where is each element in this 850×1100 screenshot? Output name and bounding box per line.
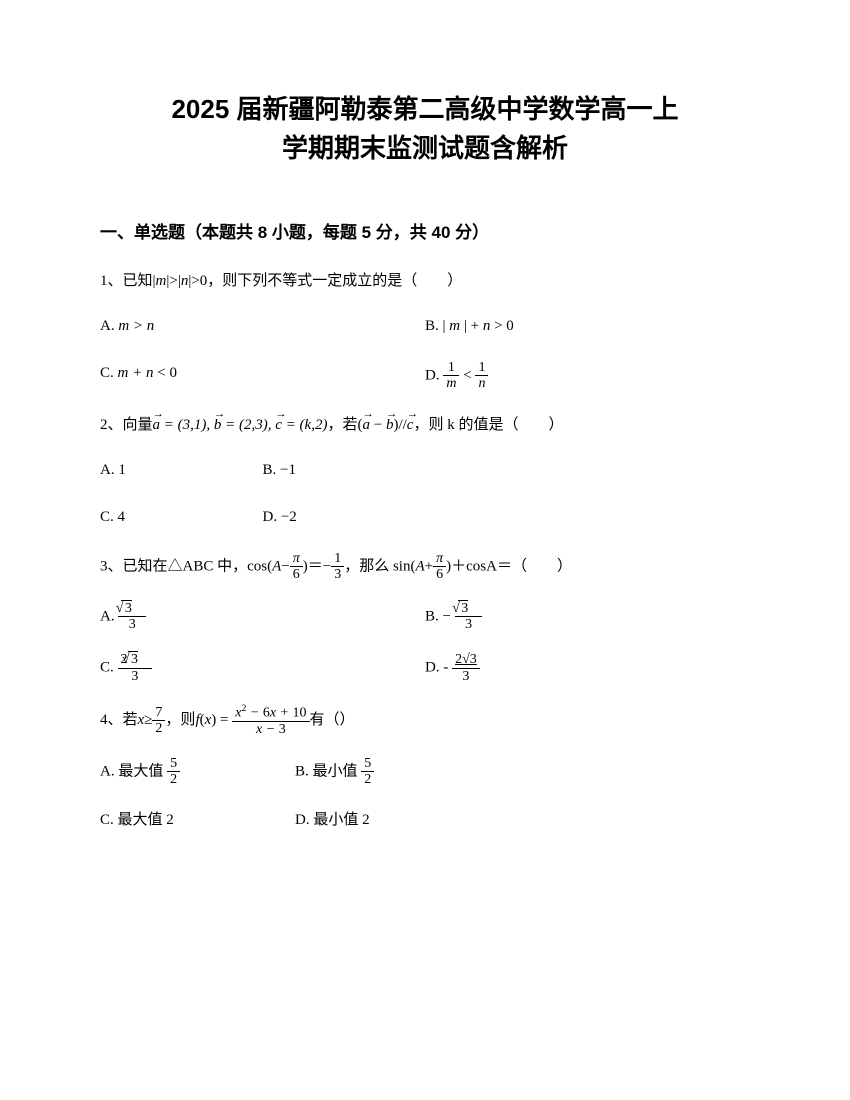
q4-options-row-1: A. 最大值 52 B. 最小值 52	[100, 756, 750, 788]
q1-option-b: B. | m | + n > 0	[425, 313, 750, 340]
q2-text: 2、向量a = (3,1), b = (2,3), c = (k,2)，若(a …	[100, 412, 750, 439]
q2-option-c: C. 4	[100, 504, 263, 531]
q3-option-b: B. − 3 √3	[425, 601, 750, 633]
q4-option-b: B. 最小值 52	[295, 756, 490, 788]
q2-option-d: D. −2	[263, 504, 426, 531]
question-1: 1、已知|m|>|n|>0，则下列不等式一定成立的是（ ） A. m > n B…	[100, 268, 750, 392]
section-header: 一、单选题（本题共 8 小题，每题 5 分，共 40 分）	[100, 218, 750, 243]
q4-options-row-2: C. 最大值 2 D. 最小值 2	[100, 807, 750, 834]
q2-options-row-2: C. 4 D. −2	[100, 504, 750, 531]
q3-option-c: C. 2 3 √3	[100, 652, 425, 684]
title-line-1: 2025 届新疆阿勒泰第二高级中学数学高一上	[171, 94, 678, 124]
question-2: 2、向量a = (3,1), b = (2,3), c = (k,2)，若(a …	[100, 412, 750, 531]
q3-option-d: D. - 2√33	[425, 652, 750, 684]
title-line-2: 学期期末监测试题含解析	[282, 133, 568, 163]
q4-option-a: A. 最大值 52	[100, 756, 295, 788]
q3-text: 3、已知在△ABC 中，cos(A−π6)＝−13，那么 sin(A+π6)＋c…	[100, 551, 750, 583]
q3-options-row-1: A. 3 √3 B. − 3 √3	[100, 601, 750, 633]
q1-options-row-1: A. m > n B. | m | + n > 0	[100, 313, 750, 340]
q1-option-d: D. 1m < 1n	[425, 360, 750, 392]
q2-option-b: B. −1	[263, 457, 426, 484]
q1-option-a: A. m > n	[100, 313, 425, 340]
q2-options-row-1: A. 1 B. −1	[100, 457, 750, 484]
q2-option-a: A. 1	[100, 457, 263, 484]
q4-option-d: D. 最小值 2	[295, 807, 490, 834]
q3-options-row-2: C. 2 3 √3 D. - 2√33	[100, 652, 750, 684]
q3-option-a: A. 3 √3	[100, 601, 425, 633]
question-4: 4、若x≥72，则f(x) = x2 − 6x + 10x − 3有（） A. …	[100, 704, 750, 834]
q1-option-c: C. m + n < 0	[100, 360, 425, 392]
exam-title: 2025 届新疆阿勒泰第二高级中学数学高一上 学期期末监测试题含解析	[100, 90, 750, 168]
question-3: 3、已知在△ABC 中，cos(A−π6)＝−13，那么 sin(A+π6)＋c…	[100, 551, 750, 684]
q1-text: 1、已知|m|>|n|>0，则下列不等式一定成立的是（ ）	[100, 268, 750, 295]
q4-option-c: C. 最大值 2	[100, 807, 295, 834]
q1-options-row-2: C. m + n < 0 D. 1m < 1n	[100, 360, 750, 392]
q4-text: 4、若x≥72，则f(x) = x2 − 6x + 10x − 3有（）	[100, 704, 750, 737]
